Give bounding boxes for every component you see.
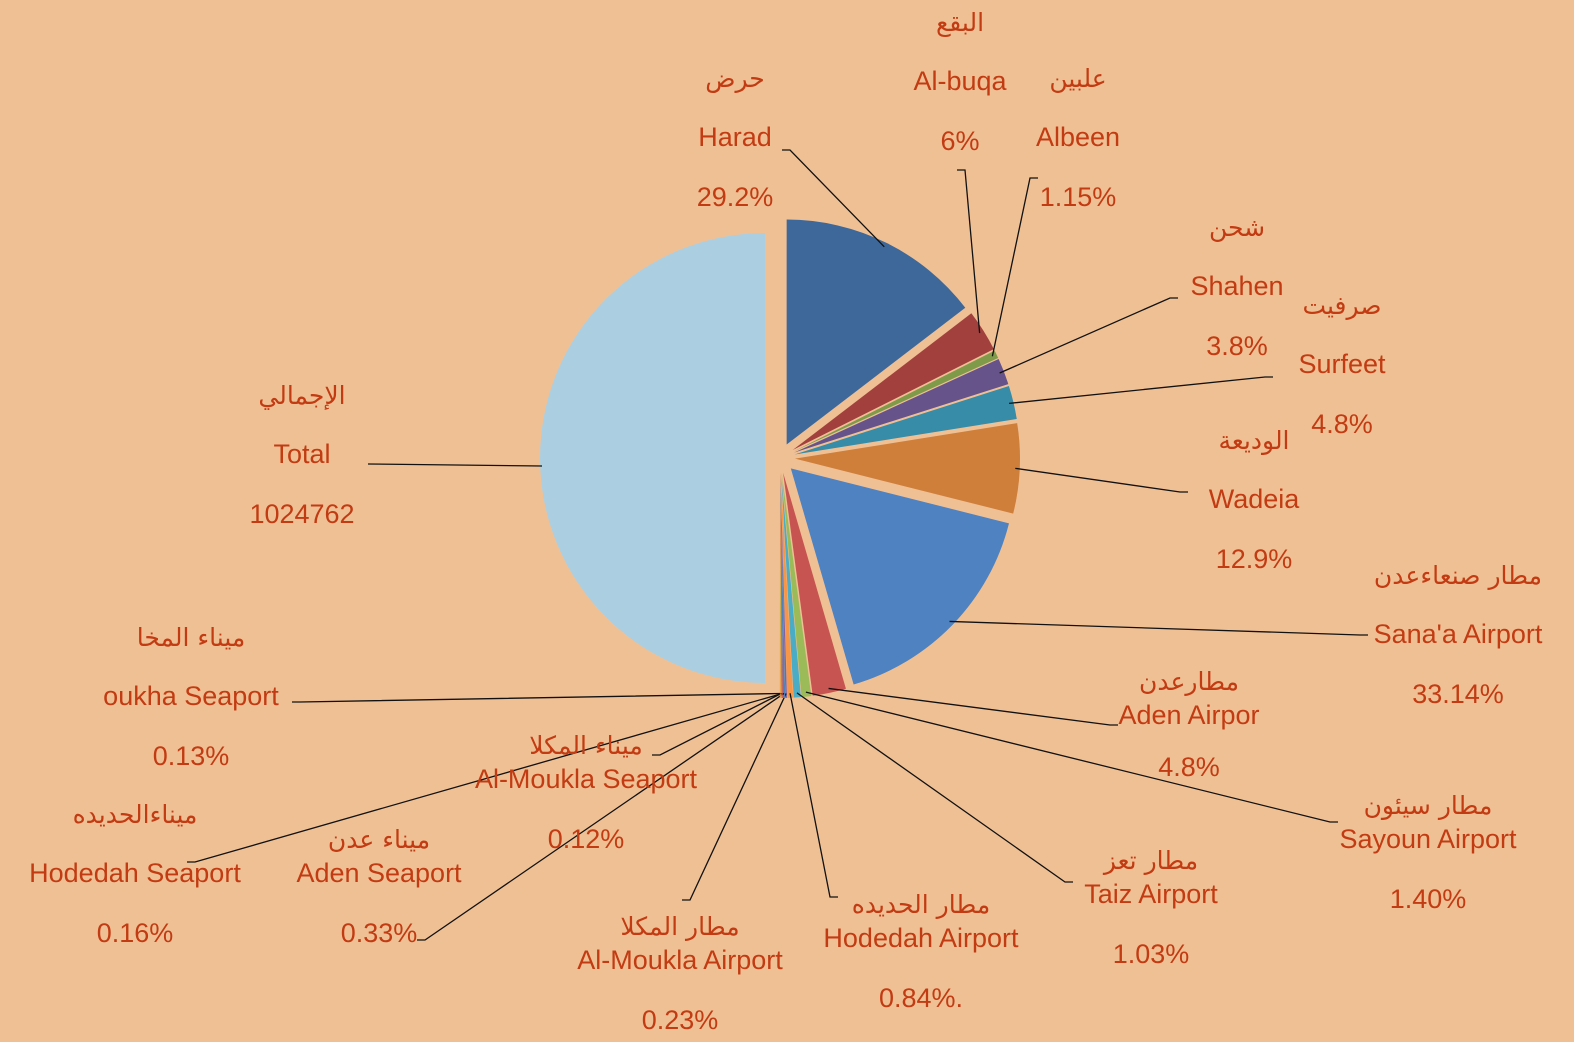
leader-line <box>292 692 781 703</box>
slice-label: Taiz Airport <box>1084 879 1218 909</box>
leader-line <box>417 692 785 941</box>
slice-label: Aden Seaport <box>296 858 462 888</box>
pie-slice <box>783 472 846 696</box>
slice-label-arabic: مطار سيئون <box>1364 791 1493 820</box>
slice-label: Wadeia <box>1209 484 1301 514</box>
pie-slice <box>780 472 783 698</box>
slice-label: Shahen <box>1190 271 1283 301</box>
slice-label: Al-Moukla Seaport <box>475 764 698 794</box>
pie-slice <box>540 233 765 683</box>
slice-label: Hodedah Airport <box>823 923 1019 953</box>
slice-value-label: 0.33% <box>341 918 418 948</box>
pie-slice <box>781 472 812 698</box>
slice-label: Al-Moukla Airport <box>577 945 783 975</box>
slice-label-arabic: ميناءالحديده <box>73 800 198 829</box>
leader-line <box>1009 376 1273 405</box>
slice-value-label: 0.23% <box>642 1005 719 1035</box>
leader-line <box>187 692 783 863</box>
pie-slice <box>780 472 786 698</box>
leader-line <box>805 691 1338 823</box>
slice-label: Albeen <box>1036 122 1120 152</box>
slice-label: Sayoun Airport <box>1339 824 1517 854</box>
slice-label-arabic: الوديعة <box>1218 426 1289 455</box>
leader-line <box>828 687 1118 726</box>
leader-line <box>1015 467 1188 493</box>
slice-value-label: 0.12% <box>548 824 625 854</box>
slice-label-arabic: البقع <box>936 8 984 38</box>
slice-value-label: 0.84%. <box>879 983 963 1013</box>
slice-label: Hodedah Seaport <box>29 858 241 888</box>
pie-slice <box>780 472 794 698</box>
slice-value-label: 4.8% <box>1311 409 1373 439</box>
slice-label-arabic: مطارعدن <box>1139 667 1239 696</box>
slice-value-label: 3.8% <box>1206 331 1268 361</box>
slice-label-arabic: مطار صنعاءعدن <box>1374 561 1542 590</box>
slice-label: Sana'a Airport <box>1374 619 1543 649</box>
slice-label: Aden Airpor <box>1118 700 1259 730</box>
pie-slice <box>793 350 999 452</box>
slice-label-arabic: مطار تعز <box>1102 846 1198 875</box>
leader-line <box>949 620 1368 636</box>
slice-label: Harad <box>698 122 772 152</box>
slice-label-arabic: صرفيت <box>1302 291 1381 320</box>
slice-label: Al-buqa <box>913 66 1007 96</box>
slice-label-arabic: ميناء المخا <box>137 623 246 652</box>
pie-slice <box>779 473 781 698</box>
leader-line <box>789 693 838 898</box>
leader-line <box>782 149 885 248</box>
leader-line <box>682 693 787 901</box>
slice-value-label: 0.16% <box>97 918 174 948</box>
slice-label-arabic: شحن <box>1209 213 1265 242</box>
slice-label-arabic: ميناء المكلا <box>529 731 643 760</box>
slice-label-arabic: علبين <box>1049 64 1106 93</box>
pie-slice <box>793 359 1009 453</box>
pie-slice <box>790 468 1009 685</box>
slice-label-arabic: مطار المكلا <box>620 912 739 941</box>
slice-value-label: 0.13% <box>153 741 230 771</box>
slice-label-arabic: حرض <box>705 64 764 93</box>
pie-slice <box>794 386 1017 455</box>
slice-value-label: 6% <box>940 126 979 156</box>
slice-label: Surfeet <box>1298 349 1386 379</box>
leader-line <box>999 297 1178 374</box>
slice-label-arabic: الإجمالي <box>258 381 345 410</box>
leader-line <box>957 169 981 334</box>
slice-value-label: 29.2% <box>697 182 774 212</box>
pie-slice <box>780 472 782 698</box>
pie-slice <box>780 472 788 698</box>
slice-value-label: 4.8% <box>1158 752 1220 782</box>
slice-value-label: 1.40% <box>1390 884 1467 914</box>
leader-line <box>991 177 1038 357</box>
slice-value-label: 1.03% <box>1113 939 1190 969</box>
leader-line <box>652 692 782 756</box>
slice-value-label: 1.15% <box>1040 182 1117 212</box>
slice-value-label: 33.14% <box>1412 679 1504 709</box>
slice-label: Total <box>273 439 330 469</box>
slice-label-arabic: ميناء عدن <box>328 825 430 854</box>
pie-slice <box>792 313 994 451</box>
leader-line <box>796 692 1073 883</box>
pie-slice <box>786 219 966 445</box>
slice-label: oukha Seaport <box>103 681 279 711</box>
slice-value-label: 1024762 <box>249 499 354 529</box>
slice-value-label: 12.9% <box>1216 544 1293 574</box>
leader-line <box>367 463 543 467</box>
pie-slice <box>781 472 801 698</box>
slice-label-arabic: مطار الحديده <box>852 890 991 919</box>
pie-slice <box>794 423 1020 514</box>
